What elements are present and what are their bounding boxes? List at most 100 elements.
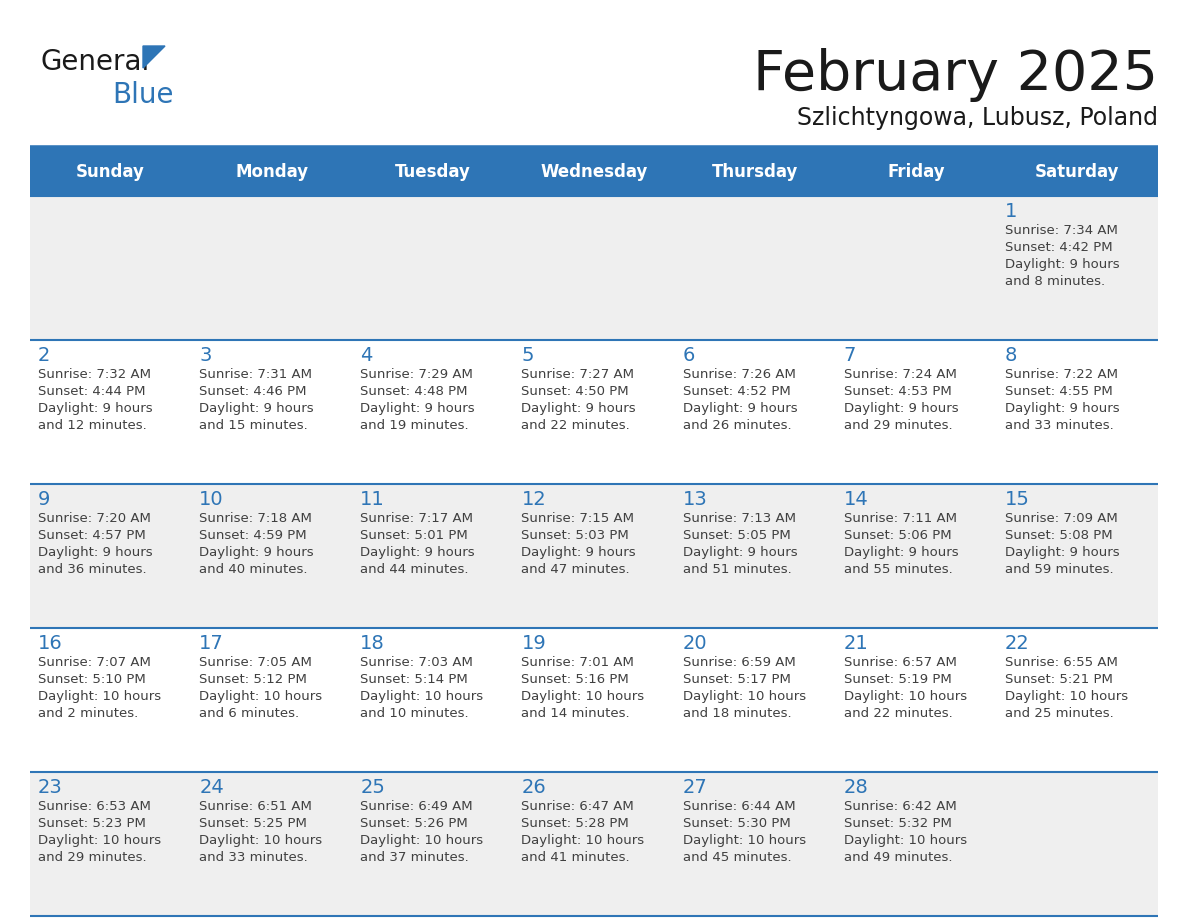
Text: Sunrise: 7:03 AM: Sunrise: 7:03 AM bbox=[360, 656, 473, 669]
Text: and 49 minutes.: and 49 minutes. bbox=[843, 851, 953, 864]
Bar bbox=[191, 484, 353, 628]
Text: and 36 minutes.: and 36 minutes. bbox=[38, 563, 146, 576]
Text: Daylight: 9 hours: Daylight: 9 hours bbox=[1005, 402, 1119, 415]
Text: and 45 minutes.: and 45 minutes. bbox=[683, 851, 791, 864]
Text: Sunrise: 6:55 AM: Sunrise: 6:55 AM bbox=[1005, 656, 1118, 669]
Text: Daylight: 10 hours: Daylight: 10 hours bbox=[360, 690, 484, 703]
Text: Sunday: Sunday bbox=[76, 163, 145, 181]
Bar bbox=[675, 340, 835, 484]
Text: 28: 28 bbox=[843, 778, 868, 797]
Text: 19: 19 bbox=[522, 634, 546, 653]
Bar bbox=[353, 484, 513, 628]
Text: Sunrise: 7:26 AM: Sunrise: 7:26 AM bbox=[683, 368, 796, 381]
Text: 4: 4 bbox=[360, 346, 373, 365]
Text: Sunrise: 7:01 AM: Sunrise: 7:01 AM bbox=[522, 656, 634, 669]
Text: and 25 minutes.: and 25 minutes. bbox=[1005, 707, 1113, 720]
Text: 23: 23 bbox=[38, 778, 63, 797]
Text: Daylight: 10 hours: Daylight: 10 hours bbox=[200, 690, 322, 703]
Text: Daylight: 9 hours: Daylight: 9 hours bbox=[360, 402, 475, 415]
Text: Sunset: 4:48 PM: Sunset: 4:48 PM bbox=[360, 385, 468, 398]
Text: and 59 minutes.: and 59 minutes. bbox=[1005, 563, 1113, 576]
Text: Sunrise: 6:47 AM: Sunrise: 6:47 AM bbox=[522, 800, 634, 813]
Text: Wednesday: Wednesday bbox=[541, 163, 647, 181]
Text: 20: 20 bbox=[683, 634, 707, 653]
Text: and 33 minutes.: and 33 minutes. bbox=[1005, 419, 1113, 432]
Text: Sunset: 5:05 PM: Sunset: 5:05 PM bbox=[683, 529, 790, 542]
Text: 27: 27 bbox=[683, 778, 707, 797]
Text: Daylight: 10 hours: Daylight: 10 hours bbox=[522, 834, 645, 847]
Text: Sunrise: 6:51 AM: Sunrise: 6:51 AM bbox=[200, 800, 312, 813]
Bar bbox=[191, 340, 353, 484]
Text: 14: 14 bbox=[843, 490, 868, 509]
Text: Sunset: 4:53 PM: Sunset: 4:53 PM bbox=[843, 385, 952, 398]
Text: Sunrise: 7:27 AM: Sunrise: 7:27 AM bbox=[522, 368, 634, 381]
Text: Sunrise: 7:18 AM: Sunrise: 7:18 AM bbox=[200, 512, 312, 525]
Text: Sunset: 5:21 PM: Sunset: 5:21 PM bbox=[1005, 673, 1113, 686]
Text: Sunset: 5:17 PM: Sunset: 5:17 PM bbox=[683, 673, 790, 686]
Bar bbox=[513, 772, 675, 916]
Text: and 22 minutes.: and 22 minutes. bbox=[522, 419, 630, 432]
Text: and 18 minutes.: and 18 minutes. bbox=[683, 707, 791, 720]
Bar bbox=[30, 484, 191, 628]
Text: and 15 minutes.: and 15 minutes. bbox=[200, 419, 308, 432]
Text: Tuesday: Tuesday bbox=[394, 163, 470, 181]
Text: and 51 minutes.: and 51 minutes. bbox=[683, 563, 791, 576]
Text: Sunrise: 7:20 AM: Sunrise: 7:20 AM bbox=[38, 512, 151, 525]
Bar bbox=[835, 484, 997, 628]
Text: Daylight: 10 hours: Daylight: 10 hours bbox=[200, 834, 322, 847]
Text: Daylight: 9 hours: Daylight: 9 hours bbox=[360, 546, 475, 559]
Text: Sunrise: 7:11 AM: Sunrise: 7:11 AM bbox=[843, 512, 956, 525]
Text: Sunrise: 7:34 AM: Sunrise: 7:34 AM bbox=[1005, 224, 1118, 237]
Text: Sunset: 5:03 PM: Sunset: 5:03 PM bbox=[522, 529, 630, 542]
Text: 16: 16 bbox=[38, 634, 63, 653]
Text: Sunset: 5:08 PM: Sunset: 5:08 PM bbox=[1005, 529, 1112, 542]
Bar bbox=[997, 628, 1158, 772]
Text: and 55 minutes.: and 55 minutes. bbox=[843, 563, 953, 576]
Text: Sunrise: 7:17 AM: Sunrise: 7:17 AM bbox=[360, 512, 473, 525]
Text: 10: 10 bbox=[200, 490, 223, 509]
Text: Blue: Blue bbox=[112, 81, 173, 109]
Text: Sunrise: 6:42 AM: Sunrise: 6:42 AM bbox=[843, 800, 956, 813]
Text: Daylight: 9 hours: Daylight: 9 hours bbox=[843, 402, 959, 415]
Text: General: General bbox=[40, 48, 150, 76]
Text: Sunrise: 7:24 AM: Sunrise: 7:24 AM bbox=[843, 368, 956, 381]
Text: and 44 minutes.: and 44 minutes. bbox=[360, 563, 469, 576]
Text: Thursday: Thursday bbox=[712, 163, 798, 181]
Text: 3: 3 bbox=[200, 346, 211, 365]
Text: and 37 minutes.: and 37 minutes. bbox=[360, 851, 469, 864]
Polygon shape bbox=[143, 46, 165, 68]
Text: and 2 minutes.: and 2 minutes. bbox=[38, 707, 138, 720]
Text: Sunset: 5:32 PM: Sunset: 5:32 PM bbox=[843, 817, 952, 830]
Text: 2: 2 bbox=[38, 346, 50, 365]
Text: and 33 minutes.: and 33 minutes. bbox=[200, 851, 308, 864]
Text: Sunset: 5:06 PM: Sunset: 5:06 PM bbox=[843, 529, 952, 542]
Text: Sunset: 4:59 PM: Sunset: 4:59 PM bbox=[200, 529, 307, 542]
Bar bbox=[675, 196, 835, 340]
Bar bbox=[513, 484, 675, 628]
Text: Sunset: 5:25 PM: Sunset: 5:25 PM bbox=[200, 817, 307, 830]
Text: 24: 24 bbox=[200, 778, 223, 797]
Text: Sunrise: 7:32 AM: Sunrise: 7:32 AM bbox=[38, 368, 151, 381]
Text: 22: 22 bbox=[1005, 634, 1030, 653]
Text: Daylight: 10 hours: Daylight: 10 hours bbox=[38, 834, 162, 847]
Text: Sunset: 5:19 PM: Sunset: 5:19 PM bbox=[843, 673, 952, 686]
Text: and 47 minutes.: and 47 minutes. bbox=[522, 563, 630, 576]
Bar bbox=[30, 628, 191, 772]
Bar bbox=[353, 340, 513, 484]
Bar bbox=[191, 196, 353, 340]
Text: Daylight: 9 hours: Daylight: 9 hours bbox=[683, 402, 797, 415]
Text: Daylight: 10 hours: Daylight: 10 hours bbox=[522, 690, 645, 703]
Text: Daylight: 9 hours: Daylight: 9 hours bbox=[1005, 546, 1119, 559]
Bar bbox=[835, 628, 997, 772]
Bar bbox=[675, 628, 835, 772]
Text: Daylight: 9 hours: Daylight: 9 hours bbox=[843, 546, 959, 559]
Text: Sunrise: 7:05 AM: Sunrise: 7:05 AM bbox=[200, 656, 312, 669]
Text: 8: 8 bbox=[1005, 346, 1017, 365]
Text: 6: 6 bbox=[683, 346, 695, 365]
Text: Daylight: 9 hours: Daylight: 9 hours bbox=[683, 546, 797, 559]
Text: Sunset: 5:30 PM: Sunset: 5:30 PM bbox=[683, 817, 790, 830]
Bar bbox=[353, 628, 513, 772]
Text: 5: 5 bbox=[522, 346, 533, 365]
Text: Sunrise: 7:13 AM: Sunrise: 7:13 AM bbox=[683, 512, 796, 525]
Text: Daylight: 9 hours: Daylight: 9 hours bbox=[38, 402, 152, 415]
